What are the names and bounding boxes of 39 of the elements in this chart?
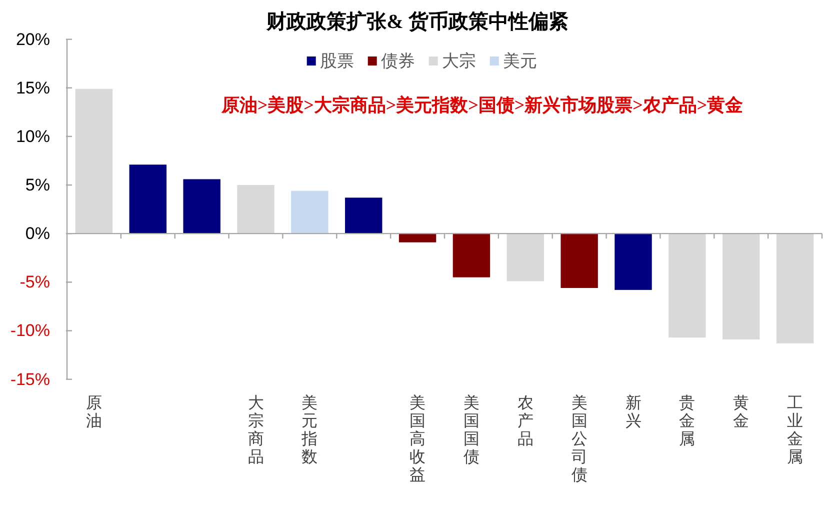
bar — [452, 234, 490, 278]
x-tick-label: 工业金属 — [787, 395, 804, 466]
y-tick-label: 0% — [25, 224, 50, 244]
bar — [75, 88, 113, 234]
x-tick-label: 美国高收益 — [410, 394, 426, 484]
x-tick-label: 农产品 — [517, 395, 534, 448]
x-tick-label: 美元指数 — [300, 394, 318, 466]
x-tick-label: 美国公司债 — [571, 394, 588, 484]
bar — [668, 234, 706, 338]
bar — [237, 185, 274, 234]
bar — [722, 234, 760, 340]
y-tick-label: 5% — [25, 176, 50, 195]
bar — [506, 234, 544, 282]
legend-label: 股票 — [320, 52, 354, 70]
x-tick-label: 原油 — [86, 395, 102, 430]
y-tick-label: -10% — [10, 321, 50, 340]
bar — [129, 164, 166, 234]
y-tick-label: 15% — [16, 78, 50, 98]
legend-label: 债券 — [380, 52, 415, 70]
x-tick-label: 黄金 — [733, 394, 750, 430]
x-tick-label: 美国国债 — [463, 394, 480, 466]
y-tick-label: 20% — [16, 30, 50, 49]
bar — [345, 198, 382, 234]
x-tick-label: 新兴 — [625, 394, 642, 430]
bar — [398, 234, 436, 242]
y-tick-label: -15% — [10, 370, 50, 389]
legend-label: 大宗 — [442, 52, 476, 70]
x-tick-label: 大宗商品 — [248, 394, 264, 466]
bar — [614, 234, 652, 290]
bar — [560, 234, 598, 288]
y-tick-label: -5% — [20, 272, 50, 292]
bar — [291, 190, 328, 234]
chart-title: 财政政策扩张& 货币政策中性偏紧 — [266, 10, 568, 33]
x-tick-label: 贵金属 — [679, 394, 696, 448]
legend-label: 美元 — [502, 52, 537, 70]
bar — [776, 234, 814, 344]
bar — [183, 179, 220, 234]
annotation: 原油>美股>大宗商品>美元指数>国债>新兴市场股票>农产品>黄金 — [220, 95, 744, 115]
y-tick-label: 10% — [16, 126, 50, 146]
